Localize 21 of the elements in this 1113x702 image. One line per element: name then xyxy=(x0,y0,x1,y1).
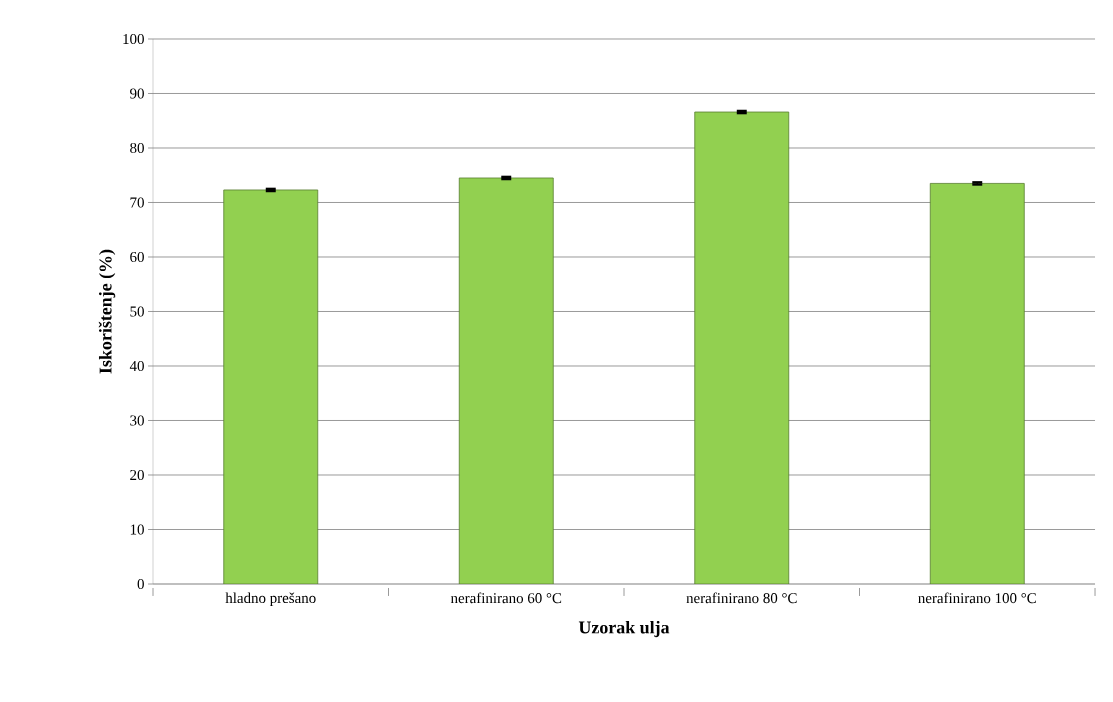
y-tick-label: 100 xyxy=(123,33,144,45)
x-tick-label: hladno prešano xyxy=(225,592,316,607)
x-tick-label: nerafinirano 100 °C xyxy=(918,592,1036,604)
bar xyxy=(694,111,790,584)
x-tick-label: nerafinirano 60 °C xyxy=(450,592,562,604)
y-tick-label: 60 xyxy=(130,251,144,263)
y-tick-label: 80 xyxy=(130,142,144,154)
x-axis-title: Uzorak ulja xyxy=(578,620,670,638)
y-tick-label: 50 xyxy=(130,306,144,317)
y-tick-label: 20 xyxy=(130,469,144,481)
y-tick-label: 30 xyxy=(130,415,144,426)
bar xyxy=(929,183,1025,584)
y-tick-label: 90 xyxy=(130,88,144,99)
y-tick-label: 10 xyxy=(130,524,144,535)
bar xyxy=(223,189,319,584)
y-tick-label: 40 xyxy=(129,360,144,372)
bar xyxy=(458,177,554,584)
y-tick-label: 70 xyxy=(130,197,144,208)
x-tick-label: nerafinirano 80 °C xyxy=(686,592,797,604)
y-axis-title: Iskorištenje (%) xyxy=(98,249,116,374)
y-tick-label: 0 xyxy=(137,578,144,590)
